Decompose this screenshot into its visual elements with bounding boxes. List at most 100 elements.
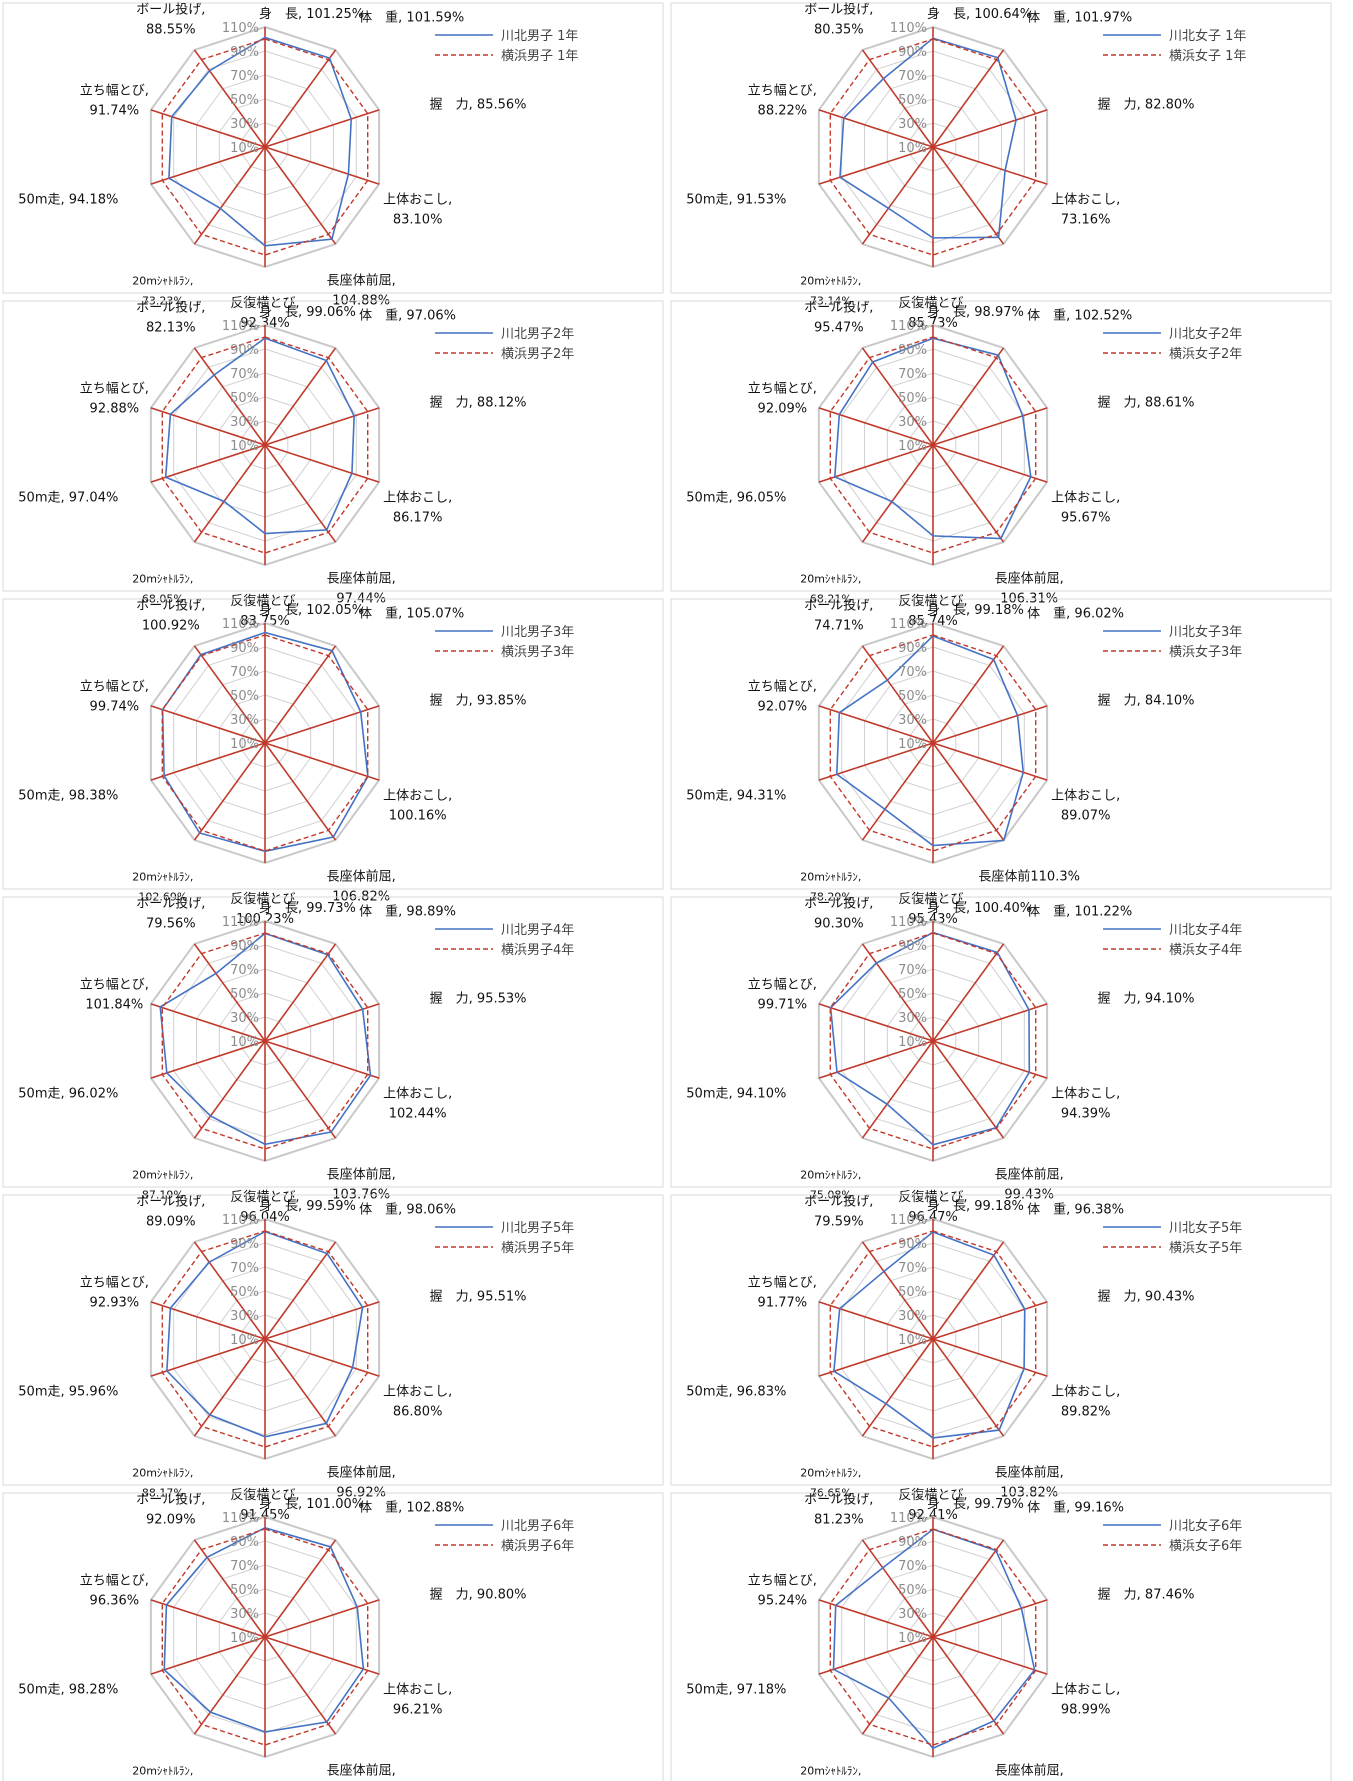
series-polygon	[161, 1230, 369, 1448]
category-label: 上体おこし, 86.80%	[383, 1384, 452, 1419]
category-label: 立ち幅とび, 95.24%	[748, 1574, 817, 1609]
category-label: 反復横とび, 85.73%	[898, 295, 967, 331]
axis-spoke	[861, 444, 934, 543]
tick-label: 70%	[230, 69, 259, 84]
axis-spoke	[932, 742, 1005, 841]
axis-spoke	[818, 1338, 934, 1377]
axis-spoke	[932, 1636, 1048, 1675]
category-label: 身 長, 99.59%	[259, 1198, 356, 1214]
legend-label: 川北男子2年	[501, 327, 574, 342]
axis-spoke	[932, 109, 1048, 148]
category-label: 体 重, 101.97%	[1027, 10, 1132, 26]
panel-frame	[2, 1492, 664, 1781]
axis-spoke	[932, 645, 1005, 744]
category-label: 握 力, 90.43%	[1098, 1290, 1195, 1305]
axis-spoke	[193, 1539, 266, 1638]
radar-panel-boys-grade1: 10%30%50%70%90%110%身 長, 101.25%体 重, 101.…	[2, 2, 664, 331]
category-label: 長座体前屈, 106.31%	[995, 570, 1064, 606]
category-label: 身 長, 99.79%	[927, 1496, 1024, 1512]
category-label: 50m走, 94.31%	[686, 788, 786, 803]
axis-spoke	[193, 1040, 266, 1139]
radar-panel-boys-grade6: 10% 30% 50% 70% 90% 110%身 長, 101.00%体 重, 102.…	[2, 1492, 664, 1781]
tick-label: 110%	[890, 617, 927, 632]
tick-label: 50%	[230, 93, 259, 108]
category-label: 上体おこし, 95.67%	[1051, 490, 1120, 525]
category-label: 50m走, 96.05%	[686, 490, 786, 505]
series-polygon	[829, 1528, 1037, 1746]
axis-spoke	[932, 943, 1005, 1042]
category-label: 握 力, 85.56%	[430, 98, 527, 113]
axis-spoke	[264, 645, 337, 744]
tick-label: 10%	[898, 141, 927, 156]
category-label: 体 重, 96.38%	[1027, 1202, 1124, 1218]
category-label: ボール投げ, 82.13%	[136, 300, 205, 336]
category-label: 上体おこし, 96.21%	[383, 1682, 452, 1717]
legend-label: 横浜男子3年	[501, 645, 574, 660]
category-label: 20mｼｬﾄﾙﾗﾝ,87.39%	[132, 1764, 193, 1781]
category-label: ボール投げ, 95.47%	[804, 300, 873, 336]
axis-spoke	[932, 1539, 1005, 1638]
axis-spoke	[264, 943, 337, 1042]
axis-spoke	[264, 1636, 380, 1675]
series-polygon	[161, 336, 369, 554]
radar-panel-boys-grade3: 10%30%50%70%90%110%身 長, 102.05%体 重, 105.…	[2, 598, 664, 927]
legend-label: 横浜男子4年	[501, 943, 574, 958]
axis-spoke	[818, 407, 934, 446]
category-label: 体 重, 98.89%	[359, 904, 456, 920]
axis-spoke	[150, 742, 266, 781]
axis-spoke	[150, 1040, 266, 1079]
tick-label: 70%	[898, 367, 927, 382]
axis-spoke	[932, 1338, 1005, 1437]
tick-label: 90%	[898, 641, 927, 656]
tick-label: 110%	[222, 319, 259, 334]
category-label: 上体おこし, 102.44%	[383, 1086, 452, 1121]
panel-frame	[2, 1194, 664, 1486]
legend-label: 横浜女子6年	[1169, 1538, 1242, 1554]
series-polygon	[161, 1528, 369, 1746]
tick-label: 30%	[898, 1309, 927, 1324]
category-label: ボール投げ, 90.30%	[804, 896, 873, 932]
tick-label: 10%	[230, 141, 259, 156]
category-label: 反復横とび, 83.75%	[230, 593, 299, 629]
category-label: 50m走, 97.18%	[686, 1682, 786, 1697]
legend-label: 横浜男子5年	[501, 1241, 574, 1256]
tick-label: 10%	[230, 1333, 259, 1348]
category-label: 上体おこし, 89.07%	[1051, 788, 1120, 823]
category-label: 体 重, 99.16%	[1027, 1500, 1124, 1516]
tick-label: 70%	[898, 69, 927, 84]
category-label: 上体おこし, 83.10%	[383, 192, 452, 227]
axis-spoke	[150, 1599, 266, 1638]
axis-spoke	[932, 1338, 1048, 1377]
category-label: 身 長, 99.06%	[259, 304, 356, 320]
tick-label: 70%	[898, 1261, 927, 1276]
category-label: ボール投げ, 81.23%	[804, 1492, 873, 1528]
tick-label: 50%	[898, 1285, 927, 1300]
category-label: 立ち幅とび, 88.22%	[748, 84, 817, 119]
legend-label: 横浜男子 1年	[501, 49, 578, 64]
tick-label: 10%	[230, 1631, 259, 1646]
radar-panel-girls-grade2: 10%30%50%70%90%110%身 長, 98.97% 体 重, 102.5…	[670, 300, 1332, 629]
tick-label: 110%	[890, 915, 927, 930]
tick-label: 50%	[230, 1285, 259, 1300]
category-label: 立ち幅とび, 92.88%	[80, 382, 149, 417]
category-label: 長座体前屈,96.42%	[995, 1762, 1064, 1781]
axis-spoke	[264, 1241, 337, 1340]
axis-spoke	[932, 444, 1048, 483]
category-label: ボール投げ, 79.56%	[136, 896, 205, 932]
legend-label: 川北男子6年	[501, 1519, 574, 1534]
tick-label: 90%	[898, 1535, 927, 1550]
tick-label: 90%	[230, 1535, 259, 1550]
axis-spoke	[150, 444, 266, 483]
category-label: 握 力, 88.12%	[430, 396, 527, 411]
axis-spoke	[861, 1241, 934, 1340]
axis-spoke	[932, 407, 1048, 446]
axis-spoke	[818, 444, 934, 483]
axis-spoke	[193, 347, 266, 446]
category-label: 立ち幅とび, 96.36%	[80, 1574, 149, 1609]
axis-spoke	[932, 1636, 1005, 1735]
tick-label: 90%	[230, 939, 259, 954]
category-label: ボール投げ, 79.59%	[804, 1194, 873, 1230]
category-label: 上体おこし, 94.39%	[1051, 1086, 1120, 1121]
axis-spoke	[861, 1539, 934, 1638]
